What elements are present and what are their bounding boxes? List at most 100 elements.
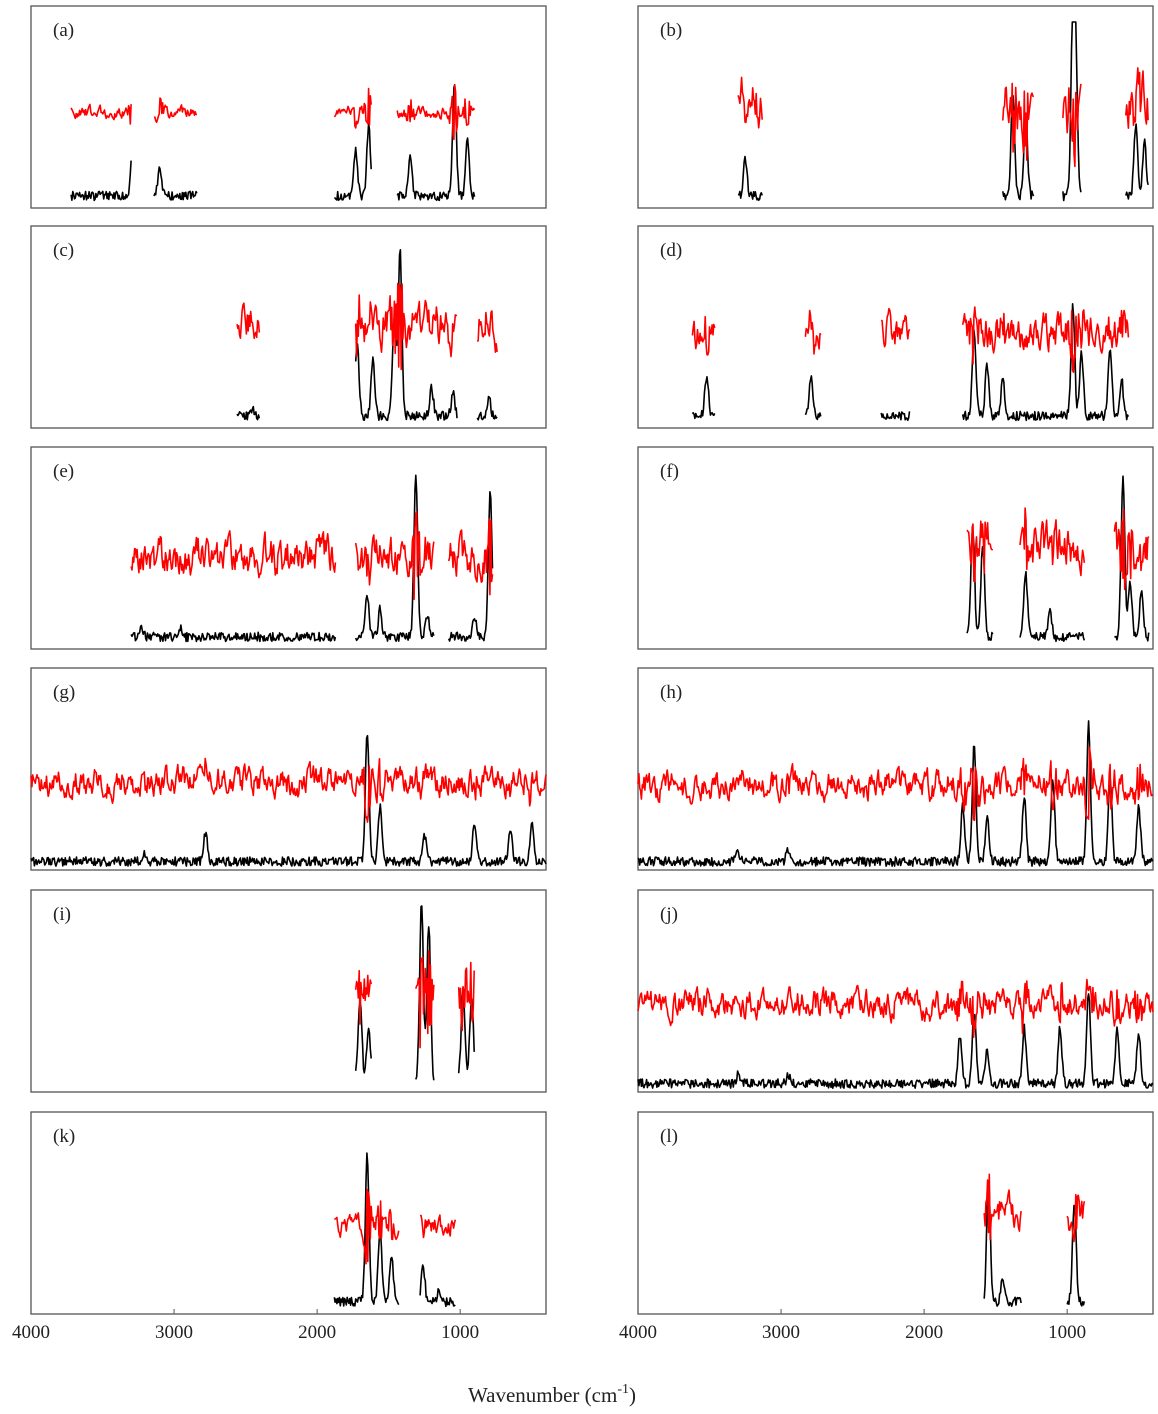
panel-label: (c) [53,240,74,261]
black-spectrum-band-2 [334,122,372,201]
panel-label: (j) [660,904,678,925]
red-trace-band-1 [153,97,198,124]
black-spectrum-band-1 [153,166,198,201]
red-trace-band-0 [637,746,1154,822]
panel-label: (e) [53,461,74,482]
panel-f: (f) [637,446,1154,650]
panel-i: (i) [30,889,547,1093]
black-spectrum-band-1 [1019,570,1086,643]
panel-d: (d) [637,225,1154,429]
x-tick-label: 1000 [441,1322,479,1343]
red-trace-band-0 [637,978,1154,1038]
panel-frame [637,889,1154,1093]
panel-frame [30,446,547,650]
red-trace-band-1 [804,309,822,355]
x-axis-title-superscript: -1 [617,1382,629,1397]
red-trace-band-2 [1113,508,1150,591]
black-spectrum-band-3 [1125,123,1149,200]
black-spectrum-band-1 [354,249,458,422]
red-trace-band-0 [966,520,994,583]
panel-frame [30,889,547,1093]
x-tick-label: 2000 [298,1322,336,1343]
panel-label: (k) [53,1126,75,1147]
panel-frame [637,667,1154,871]
panel-e: (e) [30,446,547,650]
panel-k: (k) [30,1111,547,1315]
x-tick-label: 4000 [619,1322,657,1343]
red-trace-band-1 [419,1214,457,1239]
black-spectrum-band-0 [737,155,763,201]
panel-label: (g) [53,682,75,703]
red-trace-band-1 [415,949,435,1049]
panel-frame [30,667,547,871]
red-trace-band-2 [1062,83,1082,168]
black-spectrum-band-0 [130,624,337,643]
black-spectrum-band-2 [447,490,494,642]
red-trace-band-3 [1125,67,1149,129]
panel-g: (g) [30,667,547,871]
red-trace-band-0 [691,315,716,356]
red-trace-band-2 [447,518,494,596]
panel-frame [637,1111,1154,1315]
x-tick-label: 3000 [155,1322,193,1343]
red-trace-band-2 [333,87,372,129]
red-trace-band-3 [961,306,1130,374]
black-spectrum-band-0 [30,734,547,867]
panel-label: (i) [53,904,71,925]
red-trace-band-1 [354,282,458,371]
red-trace-band-0 [70,103,132,125]
red-trace-band-2 [476,310,498,354]
red-trace-band-0 [130,530,337,579]
panel-label: (l) [660,1126,678,1147]
panel-c: (c) [30,225,547,429]
panel-label: (h) [660,682,682,703]
panel-frame [637,225,1154,429]
red-trace-band-0 [236,302,261,340]
x-axis-title-main: Wavenumber (cm [468,1383,617,1407]
black-spectrum-band-2 [880,411,911,422]
panel-h: (h) [637,667,1154,871]
panel-label: (f) [660,461,679,482]
panel-j: (j) [637,889,1154,1093]
x-axis-title: Wavenumber (cm-1) [468,1382,636,1407]
panel-frame [30,5,547,209]
panel-frame [30,1111,547,1315]
black-spectrum-band-0 [637,720,1154,867]
black-spectrum-band-2 [476,395,498,421]
black-spectrum-band-1 [804,375,822,421]
black-spectrum-band-0 [236,405,261,421]
x-axis-title-close: ) [629,1383,636,1407]
panel-frame [637,5,1154,209]
black-spectrum-band-1 [1002,95,1035,201]
red-trace-band-2 [880,307,911,348]
black-spectrum-band-3 [961,302,1130,422]
red-trace-band-0 [737,76,763,129]
red-trace-band-2 [457,961,475,1032]
panel-frame [30,225,547,429]
black-spectrum-band-1 [419,1264,456,1308]
red-trace-band-1 [1019,507,1086,577]
black-spectrum-band-2 [1114,475,1150,642]
red-trace-band-0 [334,1188,400,1265]
black-spectrum-band-3 [396,84,476,202]
red-trace-band-1 [1066,1193,1086,1243]
red-trace-band-0 [354,969,372,1025]
black-spectrum-band-0 [333,1152,400,1307]
panel-b: (b) [637,5,1154,209]
black-spectrum-band-1 [1066,1204,1086,1307]
red-trace-band-1 [354,510,435,601]
x-tick-label: 1000 [1048,1322,1086,1343]
black-spectrum-band-0 [354,999,372,1074]
x-tick-label: 3000 [762,1322,800,1343]
red-trace-band-1 [1002,82,1035,161]
x-tick-label: 4000 [12,1322,50,1343]
panel-a: (a) [30,5,547,209]
panel-l: (l) [637,1111,1154,1315]
x-tick-labels: 4000 3000 2000 1000 4000 3000 2000 1000 [12,1309,1086,1343]
black-spectrum-band-0 [70,160,132,202]
black-spectrum-band-0 [637,993,1154,1089]
red-trace-band-0 [30,757,547,823]
red-trace-band-3 [396,84,476,141]
black-spectrum-band-0 [691,375,716,420]
